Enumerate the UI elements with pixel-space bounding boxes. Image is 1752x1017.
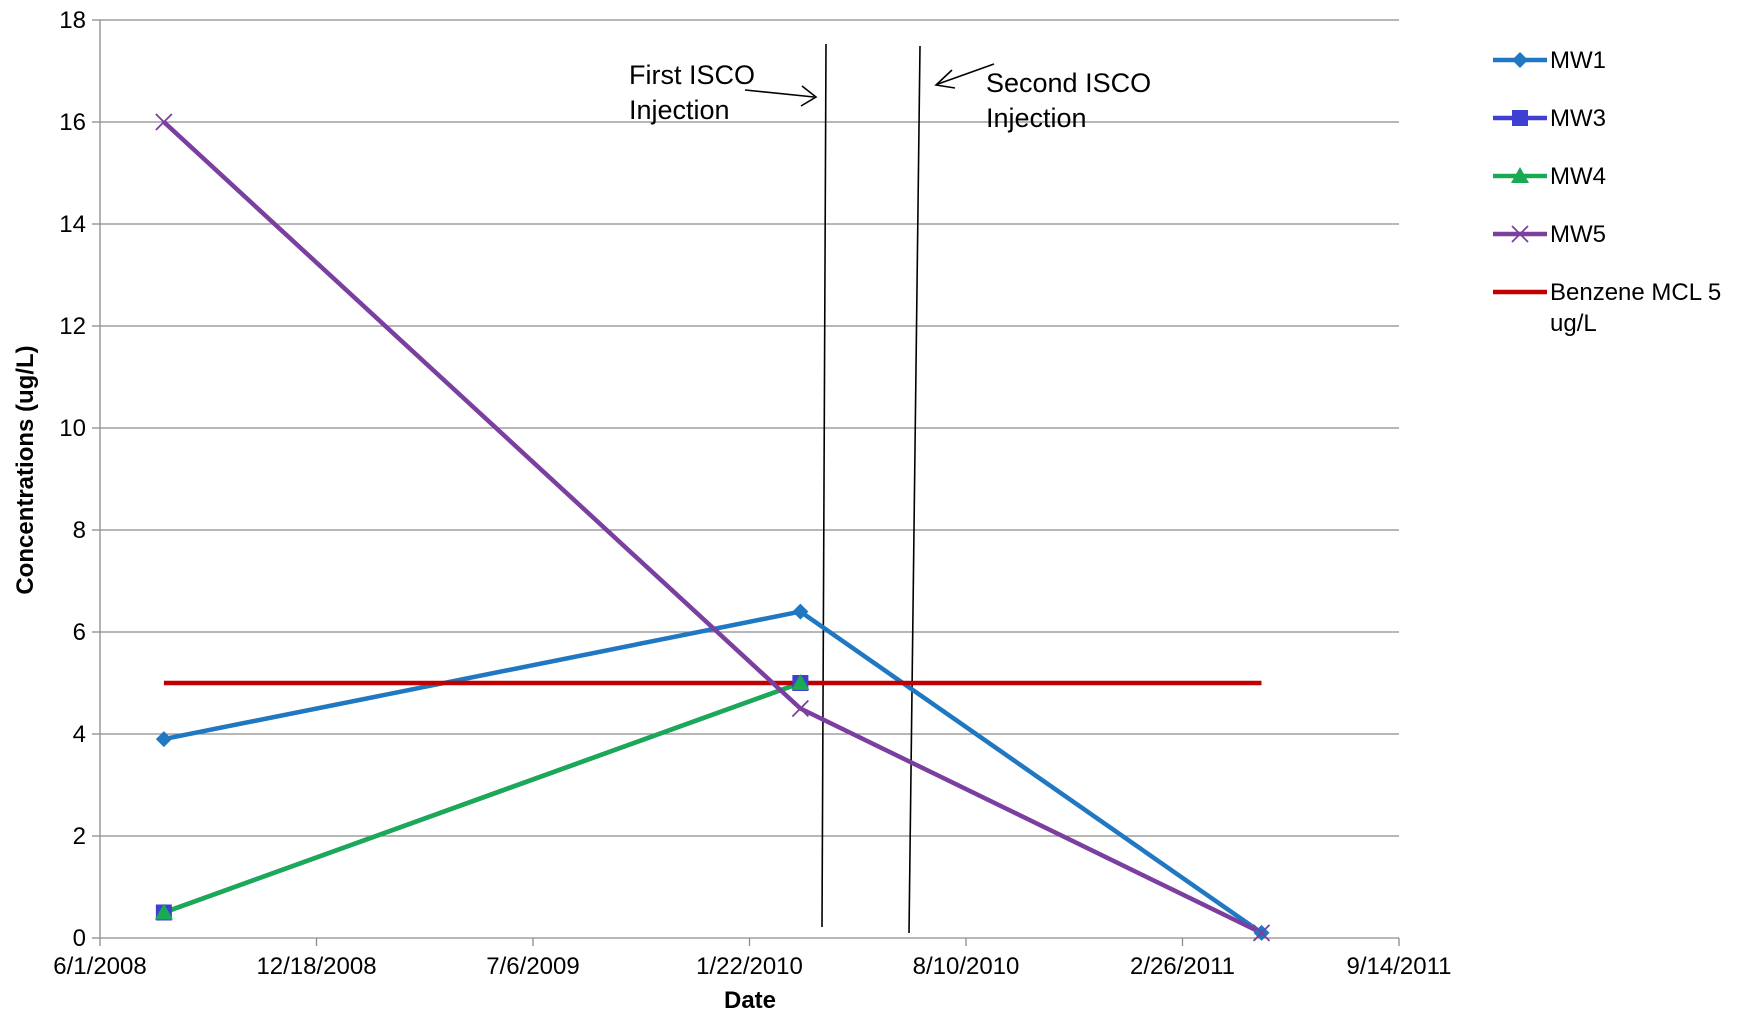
x-tick-label-4: 8/10/2010 <box>913 953 1020 980</box>
point-mw1-0 <box>155 731 172 748</box>
legend-marker-mw5 <box>1511 225 1529 243</box>
x-tick-label-1: 12/18/2008 <box>256 953 376 980</box>
y-tick-label-2: 2 <box>73 823 86 850</box>
y-tick-label-16: 16 <box>59 109 86 136</box>
second-isco-arrow <box>937 63 995 85</box>
legend-label-mw4: MW4 <box>1550 163 1606 190</box>
second-isco-annotation: Second ISCO Injection <box>986 68 1159 133</box>
point-mw4-0 <box>154 903 173 920</box>
legend-label-line-mw5-0: MW5 <box>1550 221 1606 248</box>
legend-label-mw1: MW1 <box>1550 47 1606 74</box>
y-tick-label-0: 0 <box>73 925 86 952</box>
legend-marker-mw3 <box>1512 110 1528 126</box>
point-mw5-2 <box>1252 924 1271 942</box>
legend-label-line-mw1-0: MW1 <box>1550 47 1606 74</box>
y-axis-ticks: 0 2 4 6 8 10 12 14 16 18 <box>59 7 100 952</box>
point-mw5-1 <box>791 699 810 718</box>
legend-label-line-mw3-0: MW3 <box>1550 105 1606 132</box>
point-mw5-0-stroke-b <box>155 113 173 131</box>
legend-label-benzene-mcl-5-ug-l: Benzene MCL 5 ug/L <box>1550 279 1721 337</box>
x-tick-label-3: 1/22/2010 <box>696 953 803 980</box>
axes <box>99 20 1399 939</box>
second-isco-line-2: Injection <box>986 103 1087 133</box>
gridlines <box>100 19 1399 837</box>
y-tick-label-14: 14 <box>59 211 86 238</box>
x-axis-title: Date <box>724 987 776 1014</box>
x-axis-ticks: 6/1/2008 12/18/2008 7/6/2009 1/22/2010 8/10/… <box>53 938 1452 980</box>
series-lines <box>162 120 1263 935</box>
x-tick-label-6: 9/14/2011 <box>1347 953 1452 980</box>
second-isco-line-1: Second ISCO <box>986 68 1151 98</box>
y-tick-label-10: 10 <box>59 415 86 442</box>
injection-markers <box>744 43 995 934</box>
series-line-mw1 <box>163 609 1263 935</box>
x-tick-label-2: 7/6/2009 <box>486 953 579 980</box>
second-isco-arrowhead <box>934 69 956 89</box>
x-tick-label-0: 6/1/2008 <box>53 953 146 980</box>
legend-marker-mw1 <box>1512 52 1528 68</box>
legend-label-mw3: MW3 <box>1550 105 1606 132</box>
legend-label-line-benzene-mcl-5-ug-l-1: ug/L <box>1550 310 1597 337</box>
point-mw5-1-stroke-b <box>791 699 810 718</box>
point-mw1-1 <box>792 603 809 620</box>
point-mw5-2-stroke-b <box>1252 924 1271 942</box>
point-mw5-0 <box>155 113 173 131</box>
legend-label-line-benzene-mcl-5-ug-l-0: Benzene MCL 5 <box>1550 279 1721 306</box>
legend-marker-mw4 <box>1511 167 1529 183</box>
first-isco-line-2: Injection <box>629 95 730 125</box>
second-isco-line <box>908 45 921 934</box>
point-mw4-1 <box>791 674 810 690</box>
y-tick-label-18: 18 <box>59 7 86 34</box>
first-isco-arrow <box>744 89 815 98</box>
y-axis-title: Concentrations (ug/L) <box>12 345 39 594</box>
series-line-mw4 <box>163 680 802 915</box>
first-isco-line-1: First ISCO <box>629 60 755 90</box>
x-tick-label-5: 2/26/2011 <box>1130 953 1235 980</box>
legend: MW1 MW3 MW4 MW5 Benzene MCL 5 ug/L <box>1493 47 1721 337</box>
y-tick-label-12: 12 <box>59 313 86 340</box>
series-line-mw5 <box>162 120 1263 935</box>
first-isco-arrowhead <box>800 85 818 107</box>
y-tick-label-8: 8 <box>73 517 86 544</box>
first-isco-line <box>821 43 827 928</box>
first-isco-annotation: First ISCO Injection <box>629 60 763 125</box>
legend-marker-mw5-stroke-b <box>1511 225 1529 243</box>
legend-label-mw5: MW5 <box>1550 221 1606 248</box>
legend-label-line-mw4-0: MW4 <box>1550 163 1606 190</box>
y-tick-label-6: 6 <box>73 619 86 646</box>
y-tick-label-4: 4 <box>73 721 86 748</box>
series-markers <box>154 113 1271 942</box>
